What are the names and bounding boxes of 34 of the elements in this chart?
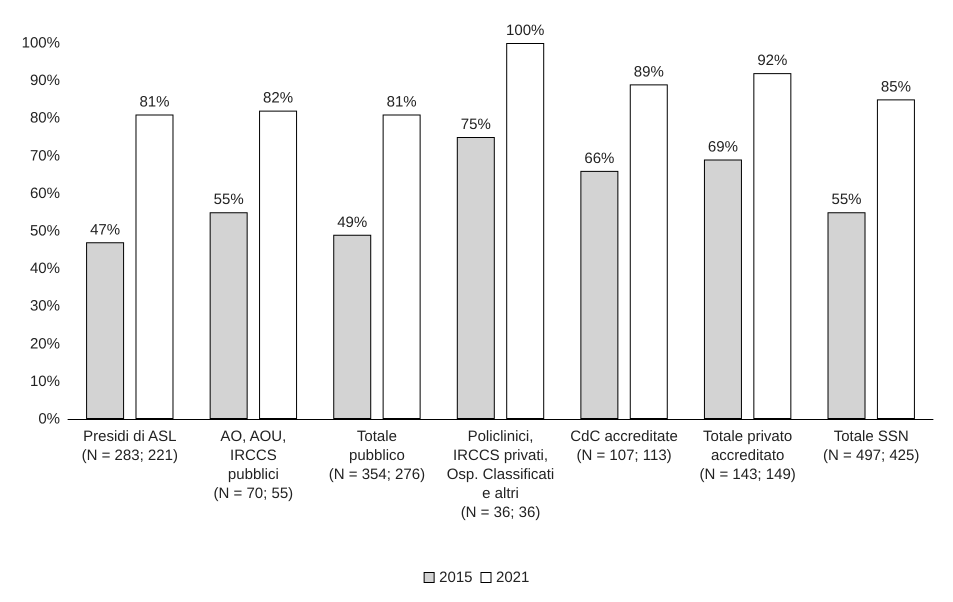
legend-label: 2015: [439, 569, 473, 586]
x-tick-label: Presidi di ASL (N = 283; 221): [82, 428, 178, 464]
y-tick-label: 90%: [30, 72, 60, 90]
data-label: 85%: [880, 78, 911, 96]
data-label: 81%: [139, 93, 170, 110]
x-tick-label: Policlinici, IRCCS privati, Osp. Classificati e altri (N = 36; 36): [446, 428, 554, 521]
data-label: 75%: [460, 116, 491, 133]
y-tick-label: 80%: [30, 110, 60, 127]
data-label: 49%: [337, 214, 368, 231]
x-tick-label: Totale pubblico (N = 354; 276): [328, 428, 426, 483]
y-tick-label: 60%: [30, 184, 60, 202]
y-tick-label: 0%: [38, 410, 60, 428]
y-tick-label: 40%: [30, 260, 60, 278]
y-tick-label: 70%: [30, 147, 60, 164]
data-label: 55%: [214, 191, 244, 208]
y-tick-label: 100%: [22, 34, 60, 52]
legend-label: 2021: [496, 569, 530, 586]
data-label: 69%: [708, 138, 738, 156]
data-label: 81%: [386, 93, 417, 110]
data-label: 47%: [90, 221, 120, 238]
data-label: 55%: [832, 191, 862, 208]
y-tick-label: 10%: [30, 372, 60, 390]
data-label: 92%: [757, 52, 788, 70]
y-tick-label: 20%: [30, 335, 60, 352]
x-tick-label: CdC accreditate (N = 107; 113): [570, 428, 678, 464]
y-tick-label: 50%: [30, 222, 60, 240]
x-tick-label: Totale privato accreditato (N = 143; 149): [699, 428, 796, 483]
data-label: 66%: [584, 150, 614, 167]
y-tick-label: 30%: [30, 298, 60, 315]
x-tick-label: Totale SSN (N = 497; 425): [823, 428, 920, 464]
data-label: 89%: [634, 63, 664, 80]
data-label: 100%: [506, 22, 544, 39]
x-tick-label: AO, AOU, IRCCS pubblici (N = 70; 55): [214, 428, 294, 502]
data-label: 82%: [263, 90, 294, 107]
